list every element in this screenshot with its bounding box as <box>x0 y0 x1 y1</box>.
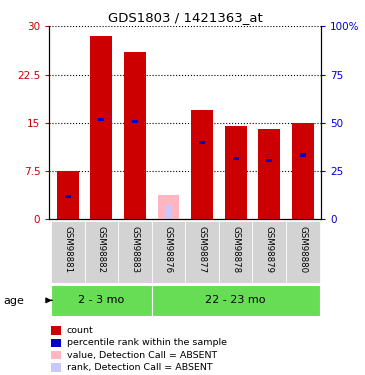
Text: GSM98882: GSM98882 <box>97 226 106 273</box>
Text: GSM98879: GSM98879 <box>265 226 274 273</box>
Bar <box>266 159 272 162</box>
Bar <box>252 221 286 283</box>
Bar <box>132 120 138 123</box>
Bar <box>258 129 280 219</box>
Bar <box>85 221 118 283</box>
Bar <box>152 285 319 316</box>
Bar <box>286 221 319 283</box>
Bar <box>158 195 179 219</box>
Text: 2 - 3 mo: 2 - 3 mo <box>78 296 124 305</box>
Bar <box>152 221 185 283</box>
Bar <box>51 285 152 316</box>
Bar <box>91 36 112 219</box>
Text: value, Detection Call = ABSENT: value, Detection Call = ABSENT <box>67 351 217 360</box>
Bar <box>124 52 146 219</box>
Bar <box>51 221 85 283</box>
Bar <box>219 221 252 283</box>
Bar <box>165 205 172 219</box>
Text: 22 - 23 mo: 22 - 23 mo <box>205 296 266 305</box>
Text: percentile rank within the sample: percentile rank within the sample <box>67 338 227 347</box>
Text: count: count <box>67 326 93 335</box>
Text: GSM98878: GSM98878 <box>231 226 240 273</box>
Bar <box>300 153 306 157</box>
Bar <box>225 126 246 219</box>
Text: GSM98881: GSM98881 <box>63 226 72 273</box>
Title: GDS1803 / 1421363_at: GDS1803 / 1421363_at <box>108 11 262 24</box>
Text: GSM98880: GSM98880 <box>298 226 307 273</box>
Bar <box>292 123 314 219</box>
Text: GSM98877: GSM98877 <box>197 226 207 273</box>
Text: GSM98876: GSM98876 <box>164 226 173 273</box>
Bar <box>233 157 239 160</box>
Bar <box>199 141 205 144</box>
Bar <box>185 221 219 283</box>
Bar <box>57 171 78 219</box>
Text: rank, Detection Call = ABSENT: rank, Detection Call = ABSENT <box>67 363 212 372</box>
Bar <box>191 110 213 219</box>
Text: GSM98883: GSM98883 <box>130 226 139 273</box>
Bar <box>98 118 104 121</box>
Bar <box>65 195 71 198</box>
Bar <box>118 221 152 283</box>
Text: age: age <box>4 297 24 306</box>
